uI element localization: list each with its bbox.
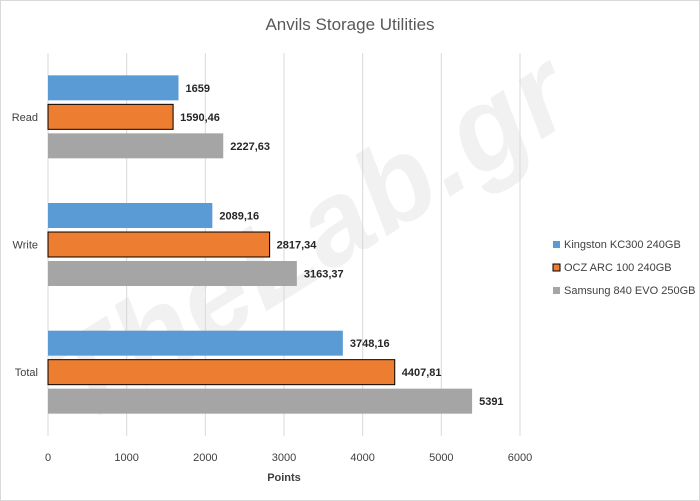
- bar: [48, 133, 224, 159]
- x-tick-label: 1000: [114, 452, 138, 464]
- x-axis-ticks: 0 1000 2000 3000 4000 5000 6000: [45, 452, 532, 464]
- x-tick-label: 4000: [350, 452, 374, 464]
- category-label: Write: [13, 240, 38, 252]
- category-label: Read: [12, 112, 38, 124]
- legend-swatch: [553, 287, 560, 294]
- bar: [48, 261, 297, 286]
- data-label: 3748,16: [350, 338, 390, 350]
- data-label: 3163,37: [304, 269, 344, 281]
- x-tick-label: 6000: [508, 452, 532, 464]
- bar: [48, 75, 179, 101]
- x-axis-title: Points: [267, 472, 301, 484]
- data-label: 1590,46: [180, 112, 220, 124]
- x-tick-label: 5000: [429, 452, 453, 464]
- data-label: 5391: [479, 396, 503, 408]
- data-label: 2817,34: [277, 240, 318, 252]
- bar: [48, 330, 343, 356]
- legend-swatch: [552, 263, 561, 272]
- bar: [48, 203, 213, 228]
- legend: Kingston KC300 240GB OCZ ARC 100 240GB Sam…: [552, 239, 695, 297]
- category-label: Total: [15, 367, 38, 379]
- x-tick-label: 0: [45, 452, 51, 464]
- legend-label: OCZ ARC 100 240GB: [564, 262, 672, 274]
- chart-title: Anvils Storage Utilities: [265, 15, 434, 34]
- data-label: 4407,81: [402, 367, 442, 379]
- bar: [47, 103, 174, 130]
- bars: 1659 1590,46 2227,63 2089,16 2817,34 3163,37 3…: [47, 75, 504, 414]
- legend-swatch: [553, 241, 560, 248]
- bar: [48, 388, 473, 414]
- legend-label: Kingston KC300 240GB: [564, 239, 681, 251]
- data-label: 2227,63: [230, 141, 270, 153]
- data-label: 2089,16: [219, 211, 259, 223]
- x-tick-label: 2000: [193, 452, 217, 464]
- bar: [47, 231, 271, 258]
- category-labels: Read Write Total: [12, 112, 38, 379]
- data-label: 1659: [186, 83, 210, 95]
- x-tick-label: 3000: [272, 452, 296, 464]
- legend-label: Samsung 840 EVO 250GB: [564, 285, 695, 297]
- bar: [47, 359, 396, 386]
